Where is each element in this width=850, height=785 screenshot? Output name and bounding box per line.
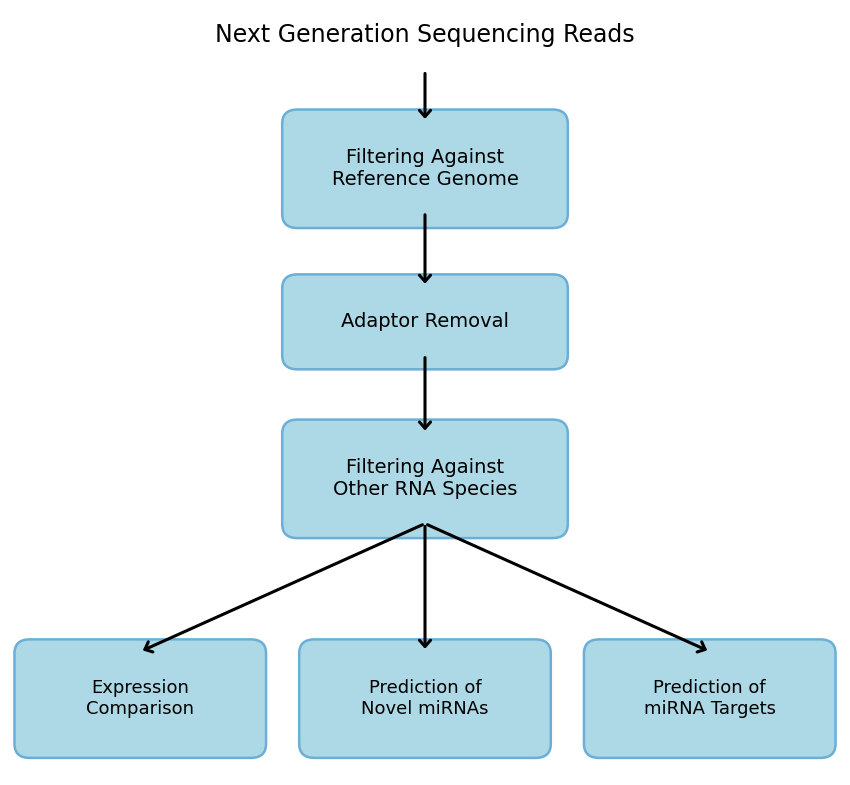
FancyBboxPatch shape <box>282 109 568 228</box>
Text: Filtering Against
Reference Genome: Filtering Against Reference Genome <box>332 148 518 189</box>
FancyBboxPatch shape <box>282 275 568 370</box>
Text: Adaptor Removal: Adaptor Removal <box>341 312 509 331</box>
FancyBboxPatch shape <box>282 419 568 539</box>
Text: Expression
Comparison: Expression Comparison <box>86 679 195 718</box>
FancyBboxPatch shape <box>14 639 266 758</box>
Text: Prediction of
Novel miRNAs: Prediction of Novel miRNAs <box>361 679 489 718</box>
FancyBboxPatch shape <box>584 639 836 758</box>
Text: Prediction of
miRNA Targets: Prediction of miRNA Targets <box>643 679 776 718</box>
Text: Next Generation Sequencing Reads: Next Generation Sequencing Reads <box>215 24 635 47</box>
FancyBboxPatch shape <box>299 639 551 758</box>
Text: Filtering Against
Other RNA Species: Filtering Against Other RNA Species <box>333 458 517 499</box>
